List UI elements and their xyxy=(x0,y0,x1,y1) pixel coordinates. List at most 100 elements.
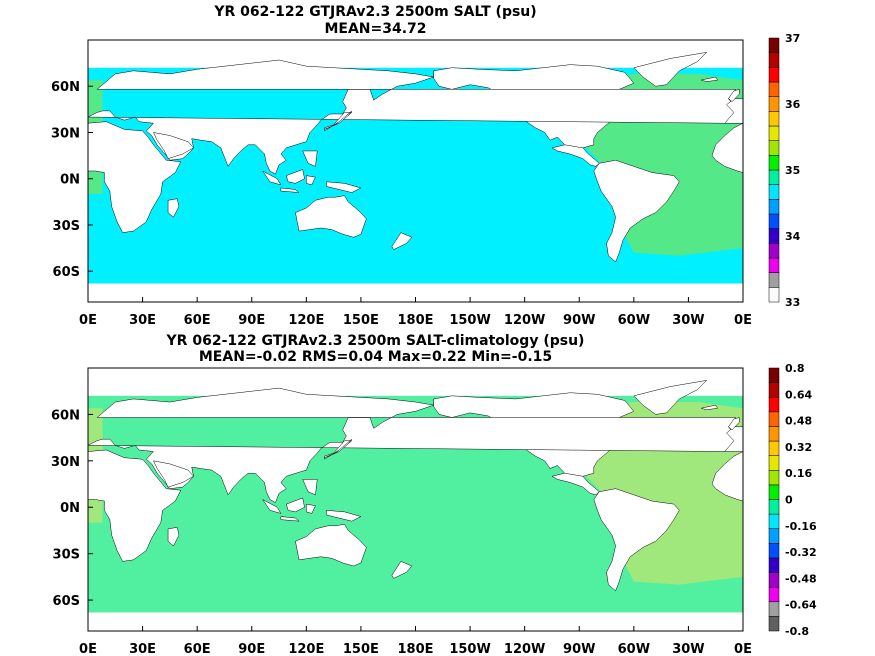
y-tick-label: 0N xyxy=(60,173,80,188)
x-tick-label: 0E xyxy=(734,642,752,656)
colorbar-swatch xyxy=(768,96,780,112)
colorbar-swatch xyxy=(768,572,780,588)
map-panel-1: YR 062-122 GTJRAv2.3 2500m SALT (psu)MEA… xyxy=(51,4,801,328)
x-tick-label: 60E xyxy=(184,313,211,328)
colorbar-swatch xyxy=(768,140,780,156)
x-tick-label: 60E xyxy=(184,642,211,656)
arctic-mask xyxy=(88,368,743,396)
colorbar-label: 0.64 xyxy=(785,388,812,401)
x-tick-label: 90E xyxy=(238,642,265,656)
chart-title: YR 062-122 GTJRAv2.3 2500m SALT-climatol… xyxy=(166,333,585,349)
colorbar-label: 0.16 xyxy=(785,467,812,480)
colorbar-swatch xyxy=(768,499,780,515)
colorbar-label: -0.32 xyxy=(785,546,817,559)
x-tick-label: 120E xyxy=(288,642,324,656)
colorbar-swatch xyxy=(768,37,780,53)
x-tick-label: 30W xyxy=(672,313,704,328)
arctic-mask xyxy=(88,40,743,68)
colorbar-swatch xyxy=(768,52,780,68)
x-tick-label: 150W xyxy=(449,313,490,328)
y-tick-label: 60N xyxy=(51,80,80,95)
y-tick-label: 30S xyxy=(53,219,80,234)
colorbar-label: 0.8 xyxy=(785,362,805,375)
colorbar-swatch xyxy=(768,426,780,442)
colorbar-swatch xyxy=(768,155,780,171)
colorbar-swatch xyxy=(768,367,780,383)
x-tick-label: 120W xyxy=(504,313,545,328)
y-tick-label: 30N xyxy=(51,455,80,470)
colorbar-swatch xyxy=(768,111,780,127)
y-tick-label: 60S xyxy=(53,594,80,609)
x-tick-label: 90E xyxy=(238,313,265,328)
x-tick-label: 120W xyxy=(504,642,545,656)
colorbar-label: 33 xyxy=(785,296,800,309)
continents xyxy=(88,40,743,317)
x-tick-label: 90W xyxy=(563,313,595,328)
y-tick-label: 0N xyxy=(60,501,80,516)
x-tick-label: 0E xyxy=(79,313,97,328)
map-panel-2: YR 062-122 GTJRAv2.3 2500m SALT-climatol… xyxy=(51,333,817,656)
chart-title: YR 062-122 GTJRAv2.3 2500m SALT (psu) xyxy=(213,4,536,20)
chart-subtitle: MEAN=34.72 xyxy=(324,21,426,37)
colorbar-label: -0.64 xyxy=(785,599,817,612)
colorbar-swatch xyxy=(768,67,780,83)
x-tick-label: 150E xyxy=(343,642,379,656)
x-tick-label: 60W xyxy=(618,642,650,656)
x-tick-label: 120E xyxy=(288,313,324,328)
colorbar-swatch xyxy=(768,228,780,244)
colorbar-swatch xyxy=(768,382,780,398)
colorbar-swatch xyxy=(768,484,780,500)
colorbar-swatch xyxy=(768,396,780,413)
colorbar-label: 37 xyxy=(785,32,800,45)
colorbar: 37 36 35 34 33 xyxy=(768,32,801,309)
colorbar-label: 36 xyxy=(785,98,801,111)
colorbar-swatch xyxy=(768,440,780,456)
colorbar-swatch xyxy=(768,243,780,259)
colorbar-swatch xyxy=(768,272,780,288)
colorbar-swatch xyxy=(768,199,780,215)
map-field xyxy=(88,40,743,317)
x-tick-label: 30E xyxy=(129,642,156,656)
colorbar: 0.8 0.64 0.48 0.32 0.16 0 -0.16 -0.32 -0.48 -0.64… xyxy=(768,362,817,638)
colorbar-swatch xyxy=(768,257,780,273)
colorbar-swatch xyxy=(768,125,780,141)
y-tick-label: 60S xyxy=(53,265,80,280)
colorbar-label: -0.16 xyxy=(785,520,817,533)
colorbar-swatch xyxy=(768,411,780,427)
map-field xyxy=(88,368,743,646)
colorbar-label: 0 xyxy=(785,494,793,507)
colorbar-swatch xyxy=(768,81,780,97)
colorbar-label: 34 xyxy=(785,230,801,243)
x-tick-label: 0E xyxy=(79,642,97,656)
colorbar-swatch xyxy=(768,543,780,559)
colorbar-swatch xyxy=(768,455,780,471)
colorbar-label: 0.32 xyxy=(785,441,812,454)
colorbar-swatch xyxy=(768,169,780,185)
colorbar-label: -0.8 xyxy=(785,625,809,638)
y-tick-label: 30S xyxy=(53,548,80,563)
chart-subtitle: MEAN=-0.02 RMS=0.04 Max=0.22 Min=-0.15 xyxy=(199,349,552,365)
x-tick-label: 180E xyxy=(397,313,433,328)
colorbar-label: 35 xyxy=(785,164,800,177)
x-tick-label: 150W xyxy=(449,642,490,656)
colorbar-swatch xyxy=(768,528,780,544)
colorbar-swatch xyxy=(768,586,780,603)
colorbar-swatch xyxy=(768,213,780,229)
x-tick-label: 60W xyxy=(618,313,650,328)
y-tick-label: 30N xyxy=(51,126,80,141)
colorbar-swatch xyxy=(768,557,780,573)
colorbar-swatch xyxy=(768,616,780,632)
continents xyxy=(88,368,743,646)
x-tick-label: 150E xyxy=(343,313,379,328)
colorbar-swatch xyxy=(768,287,780,303)
x-tick-label: 30W xyxy=(672,642,704,656)
colorbar-swatch xyxy=(768,513,780,529)
x-tick-label: 180E xyxy=(397,642,433,656)
x-tick-label: 30E xyxy=(129,313,156,328)
colorbar-label: 0.48 xyxy=(785,415,812,428)
colorbar-swatch xyxy=(768,601,780,617)
colorbar-swatch xyxy=(768,470,780,486)
x-tick-label: 0E xyxy=(734,313,752,328)
colorbar-label: -0.48 xyxy=(785,572,817,585)
